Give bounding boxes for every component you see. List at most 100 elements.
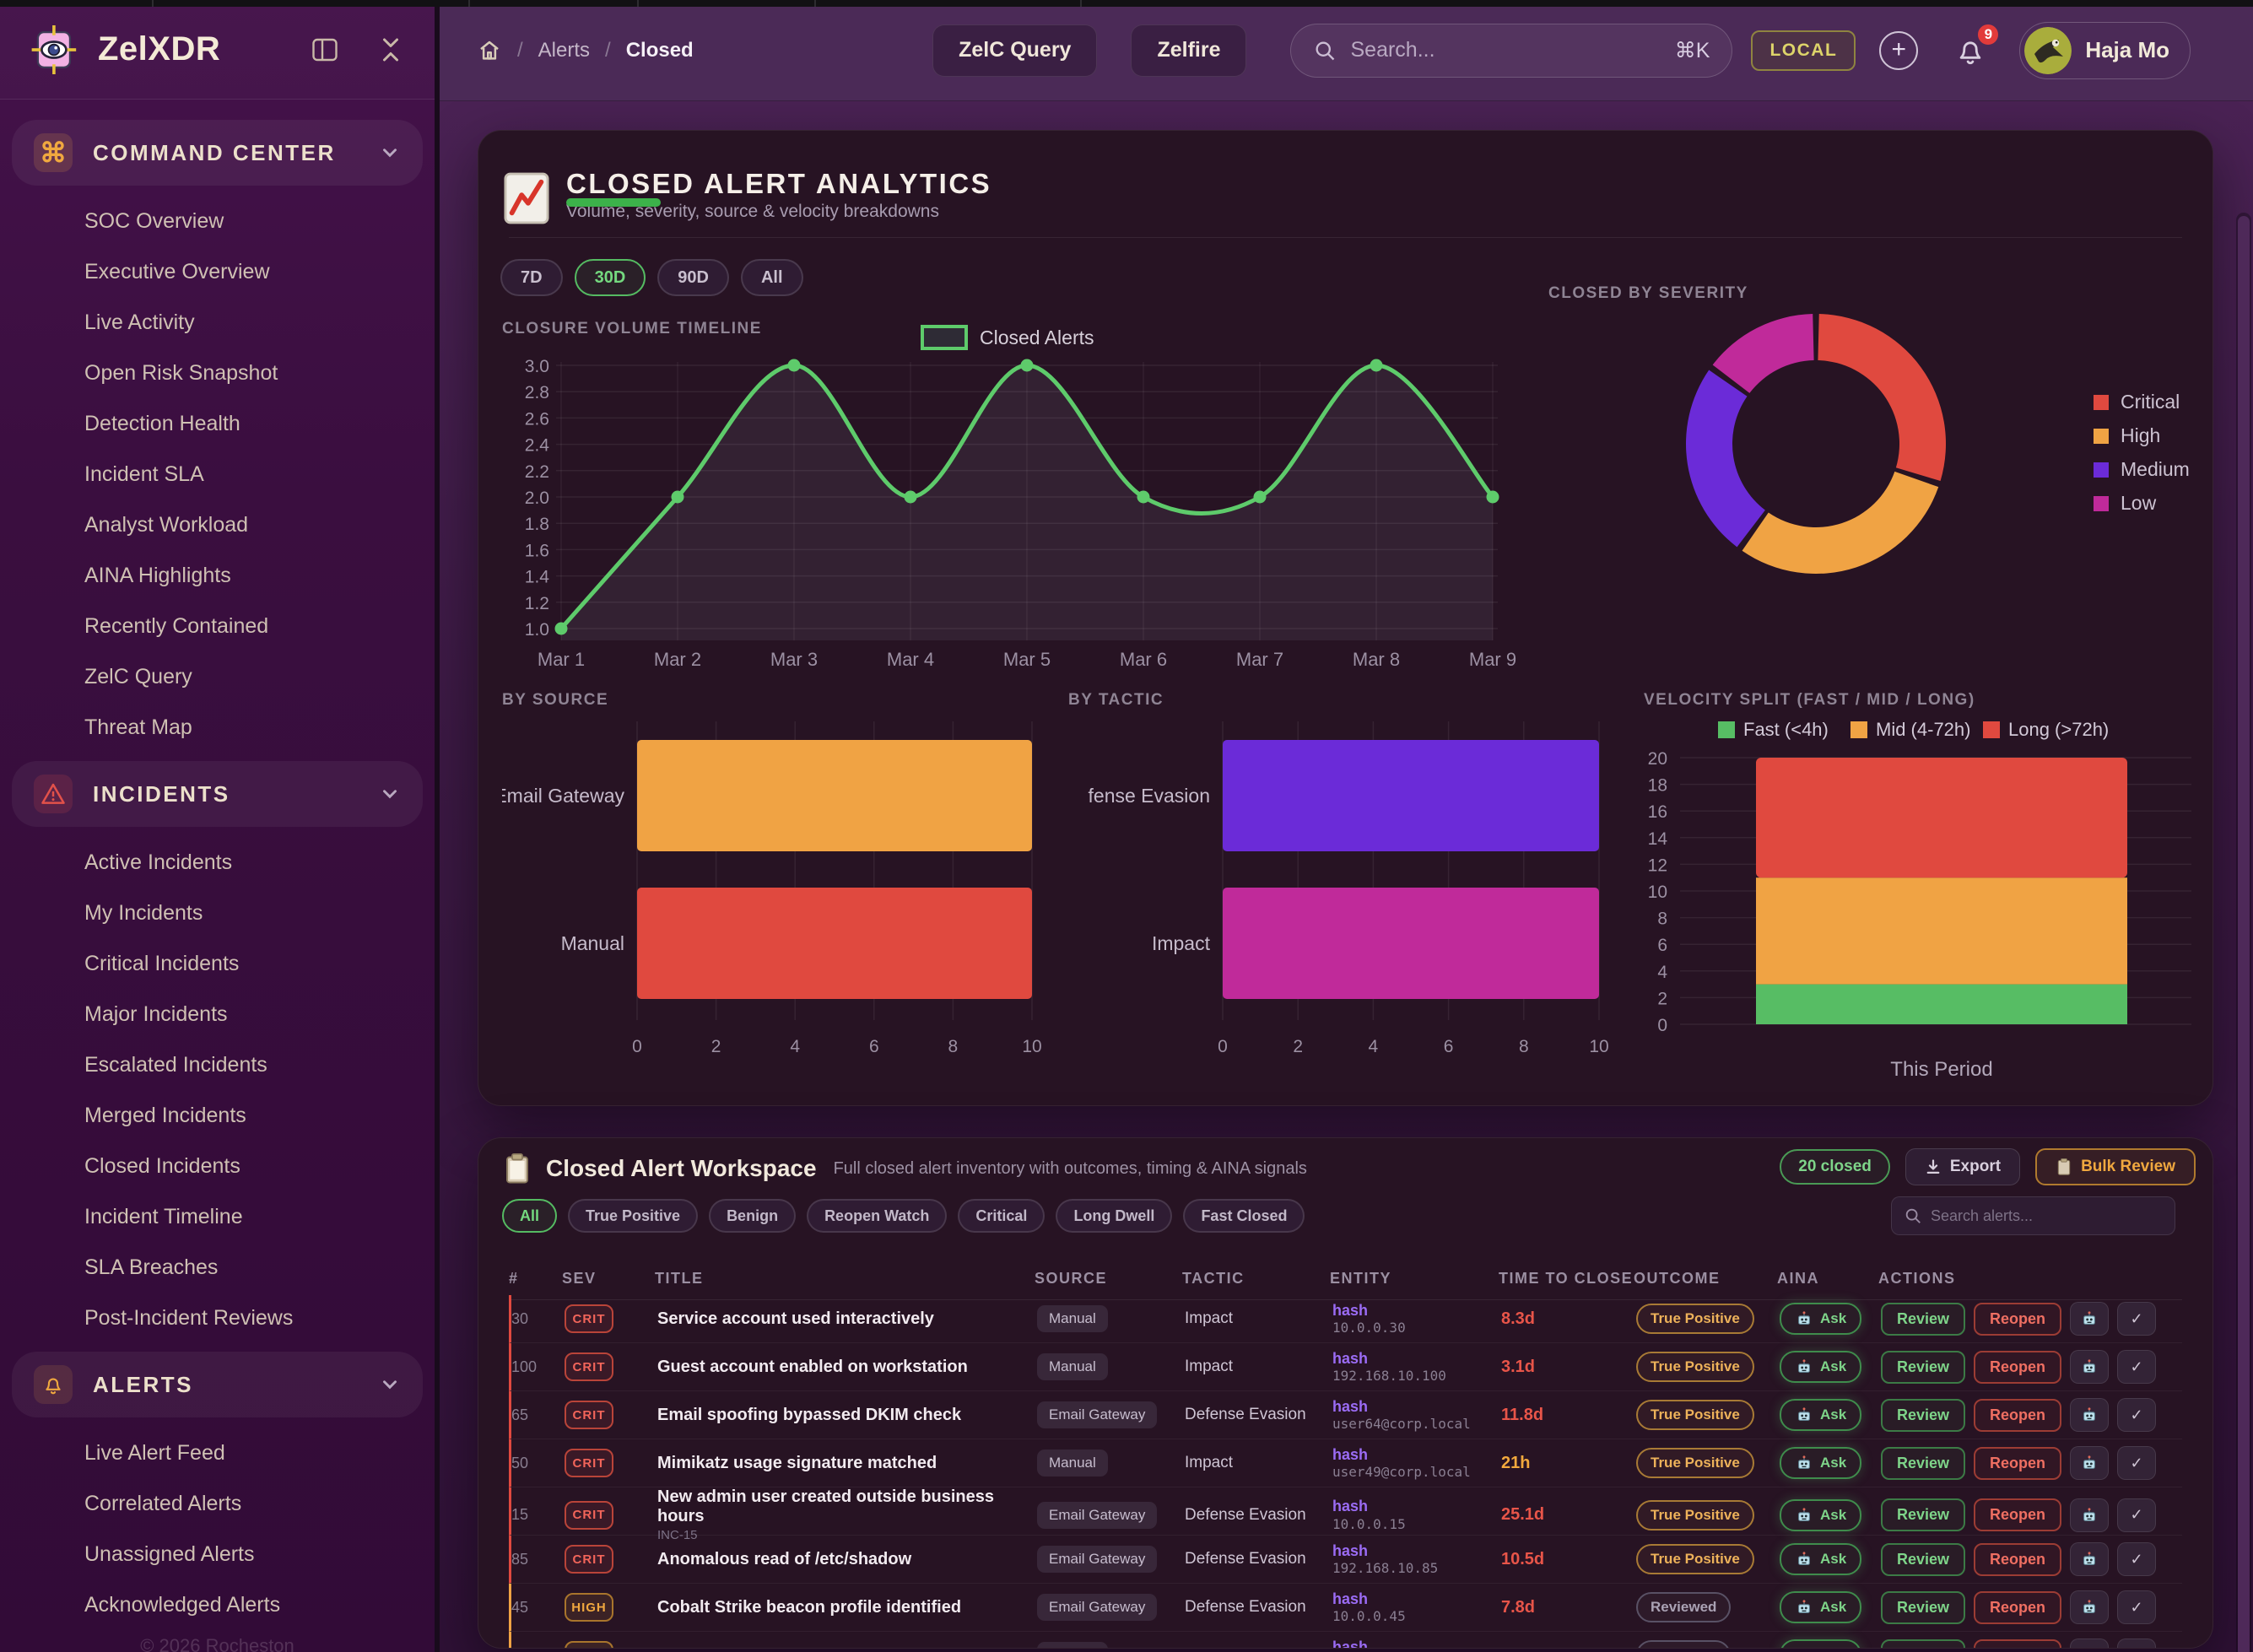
resolve-check-button[interactable]: ✓: [2117, 1398, 2157, 1432]
aina-ask-button[interactable]: Ask: [1780, 1399, 1862, 1431]
zelc-query-button[interactable]: ZelC Query: [932, 24, 1098, 77]
sidebar-item-sla-breaches[interactable]: SLA Breaches: [84, 1255, 219, 1279]
resolve-check-button[interactable]: ✓: [2117, 1639, 2157, 1648]
vertical-scrollbar[interactable]: [2236, 213, 2251, 1652]
table-row[interactable]: 45 HIGH Cobalt Strike beacon profile ident…: [509, 1584, 2182, 1632]
resolve-check-button[interactable]: ✓: [2117, 1446, 2157, 1480]
table-row[interactable]: 85 CRIT Anomalous read of /etc/shadow Email…: [509, 1536, 2182, 1584]
user-menu[interactable]: Haja Mo: [2019, 21, 2191, 79]
aina-ask-button[interactable]: Ask: [1780, 1498, 1862, 1531]
reopen-button[interactable]: Reopen: [1974, 1446, 2062, 1480]
sidebar-item-soc-overview[interactable]: SOC Overview: [84, 209, 224, 233]
sidebar-item-incident-sla[interactable]: Incident SLA: [84, 462, 204, 486]
table-row[interactable]: 50 CRIT Mimikatz usage signature matched Ma…: [509, 1439, 2182, 1487]
table-row[interactable]: 100 CRIT Guest account enabled on workstat…: [509, 1343, 2182, 1391]
aina-ask-button[interactable]: Ask: [1780, 1543, 1862, 1575]
aina-action-button[interactable]: [2070, 1398, 2110, 1432]
sidebar-item-detection-health[interactable]: Detection Health: [84, 412, 240, 435]
sidebar-item-analyst-workload[interactable]: Analyst Workload: [84, 513, 249, 537]
sidebar-item-my-incidents[interactable]: My Incidents: [84, 901, 203, 925]
reopen-button[interactable]: Reopen: [1974, 1639, 2062, 1648]
sidebar-section-alerts[interactable]: ALERTS: [12, 1352, 423, 1417]
reopen-button[interactable]: Reopen: [1974, 1398, 2062, 1432]
zelfire-button[interactable]: Zelfire: [1131, 24, 1247, 77]
aina-action-button[interactable]: [2070, 1302, 2110, 1336]
aina-action-button[interactable]: [2070, 1498, 2110, 1532]
sidebar-item-critical-incidents[interactable]: Critical Incidents: [84, 952, 240, 975]
table-row[interactable]: 15 CRIT New admin user created outside bus…: [509, 1487, 2182, 1542]
alerts-search[interactable]: [1891, 1196, 2175, 1235]
reopen-button[interactable]: Reopen: [1974, 1590, 2062, 1624]
review-button[interactable]: Review: [1881, 1446, 1966, 1480]
export-button[interactable]: Export: [1905, 1148, 2021, 1185]
scrollbar-thumb[interactable]: [2238, 216, 2250, 1652]
resolve-check-button[interactable]: ✓: [2117, 1590, 2157, 1624]
review-button[interactable]: Review: [1881, 1398, 1966, 1432]
aina-action-button[interactable]: [2070, 1446, 2110, 1480]
sidebar-item-executive-overview[interactable]: Executive Overview: [84, 260, 270, 283]
filter-chip-fast-closed[interactable]: Fast Closed: [1183, 1199, 1305, 1233]
sidebar-item-threat-map[interactable]: Threat Map: [84, 715, 192, 739]
filter-chip-critical[interactable]: Critical: [958, 1199, 1045, 1233]
review-button[interactable]: Review: [1881, 1542, 1966, 1576]
sidebar-item-merged-incidents[interactable]: Merged Incidents: [84, 1104, 246, 1127]
sidebar-item-live-alert-feed[interactable]: Live Alert Feed: [84, 1441, 225, 1465]
review-button[interactable]: Review: [1881, 1639, 1966, 1648]
reopen-button[interactable]: Reopen: [1974, 1302, 2062, 1336]
sidebar-section-incidents[interactable]: INCIDENTS: [12, 761, 423, 827]
sidebar-item-zelc-query[interactable]: ZelC Query: [84, 665, 192, 688]
breadcrumb-alerts[interactable]: Alerts: [538, 38, 591, 62]
resolve-check-button[interactable]: ✓: [2117, 1542, 2157, 1576]
sidebar-item-open-risk-snapshot[interactable]: Open Risk Snapshot: [84, 361, 278, 385]
aina-action-button[interactable]: [2070, 1639, 2110, 1648]
collapse-sidebar-icon[interactable]: [376, 35, 406, 65]
review-button[interactable]: Review: [1881, 1302, 1966, 1336]
sidebar-item-correlated-alerts[interactable]: Correlated Alerts: [84, 1492, 242, 1515]
alerts-search-input[interactable]: [1931, 1207, 2163, 1225]
aina-ask-button[interactable]: Ask: [1780, 1351, 1862, 1383]
reopen-button[interactable]: Reopen: [1974, 1498, 2062, 1532]
resolve-check-button[interactable]: ✓: [2117, 1302, 2157, 1336]
review-button[interactable]: Review: [1881, 1350, 1966, 1384]
sidebar-item-recently-contained[interactable]: Recently Contained: [84, 614, 269, 638]
range-chip-30d[interactable]: 30D: [574, 259, 646, 296]
sidebar-item-major-incidents[interactable]: Major Incidents: [84, 1002, 228, 1026]
table-row[interactable]: 40HIGH Impossible travel sign-in resolved…: [509, 1632, 2182, 1648]
sidebar-item-closed-incidents[interactable]: Closed Incidents: [84, 1154, 240, 1178]
review-button[interactable]: Review: [1881, 1590, 1966, 1624]
reopen-button[interactable]: Reopen: [1974, 1542, 2062, 1576]
aina-ask-button[interactable]: Ask: [1780, 1639, 1862, 1648]
sidebar-item-post-incident-reviews[interactable]: Post-Incident Reviews: [84, 1306, 294, 1330]
home-icon[interactable]: [477, 38, 502, 63]
review-button[interactable]: Review: [1881, 1498, 1966, 1532]
bulk-review-button[interactable]: Bulk Review: [2035, 1148, 2196, 1185]
reopen-button[interactable]: Reopen: [1974, 1350, 2062, 1384]
aina-action-button[interactable]: [2070, 1590, 2110, 1624]
filter-chip-reopen-watch[interactable]: Reopen Watch: [807, 1199, 948, 1233]
aina-action-button[interactable]: [2070, 1350, 2110, 1384]
aina-ask-button[interactable]: Ask: [1780, 1303, 1862, 1335]
panel-toggle-icon[interactable]: [310, 35, 340, 65]
table-row[interactable]: 65 CRIT Email spoofing bypassed DKIM check…: [509, 1391, 2182, 1439]
range-chip-7d[interactable]: 7D: [500, 259, 563, 296]
filter-chip-long-dwell[interactable]: Long Dwell: [1056, 1199, 1173, 1233]
table-row[interactable]: 30 CRIT Service account used interactively…: [509, 1295, 2182, 1343]
filter-chip-true-positive[interactable]: True Positive: [568, 1199, 699, 1233]
range-chip-90d[interactable]: 90D: [657, 259, 729, 296]
sidebar-item-active-incidents[interactable]: Active Incidents: [84, 850, 233, 874]
sidebar-item-aina-highlights[interactable]: AINA Highlights: [84, 564, 231, 587]
sidebar-section-command-center[interactable]: ⌘ COMMAND CENTER: [12, 120, 423, 186]
add-button[interactable]: +: [1879, 30, 1919, 70]
aina-action-button[interactable]: [2070, 1542, 2110, 1576]
global-search[interactable]: ⌘K: [1290, 23, 1733, 78]
resolve-check-button[interactable]: ✓: [2117, 1498, 2157, 1532]
notifications-button[interactable]: 9: [1953, 21, 2002, 69]
filter-chip-all[interactable]: All: [502, 1199, 558, 1233]
sidebar-item-unassigned-alerts[interactable]: Unassigned Alerts: [84, 1542, 255, 1566]
sidebar-item-acknowledged-alerts[interactable]: Acknowledged Alerts: [84, 1593, 281, 1617]
filter-chip-benign[interactable]: Benign: [709, 1199, 797, 1233]
sidebar-item-escalated-incidents[interactable]: Escalated Incidents: [84, 1053, 267, 1077]
search-input[interactable]: [1350, 38, 1661, 62]
resolve-check-button[interactable]: ✓: [2117, 1350, 2157, 1384]
aina-ask-button[interactable]: Ask: [1780, 1447, 1862, 1479]
